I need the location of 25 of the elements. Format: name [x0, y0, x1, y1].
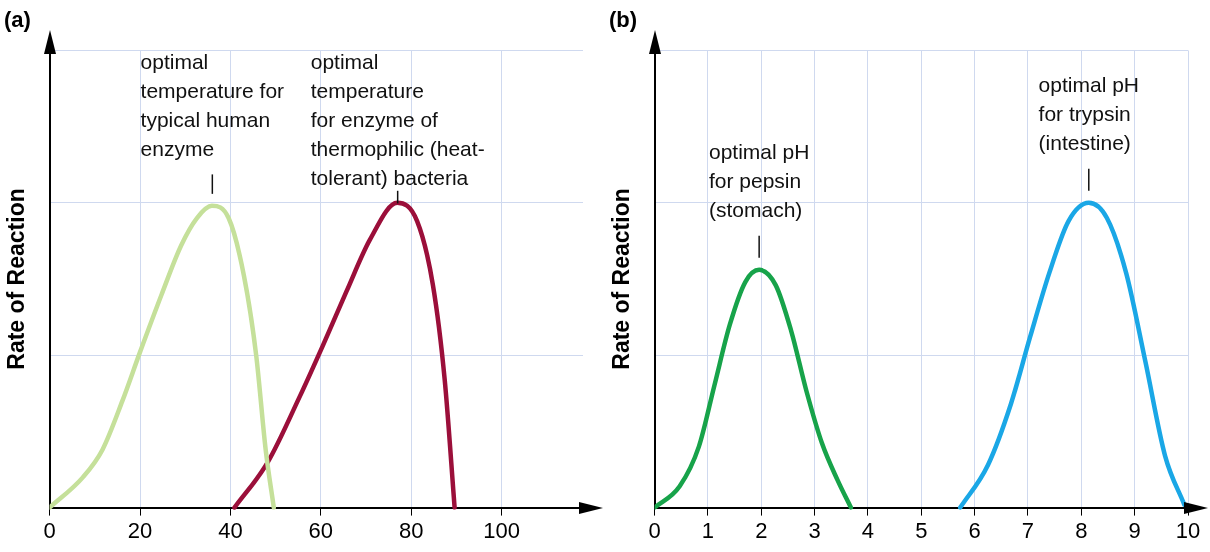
y-axis-title: Rate of Reaction	[3, 188, 30, 370]
x-tick-label: 20	[127, 517, 153, 543]
x-tick-label: 5	[915, 517, 928, 543]
x-tick-label: 9	[1128, 517, 1141, 543]
x-tick-label: 2	[755, 517, 768, 543]
x-tick-label: 60	[308, 517, 334, 543]
chart-title: (b)	[609, 7, 638, 33]
annotation: optimal temperature for typical human enzyme	[140, 49, 285, 160]
x-tick-label: 0	[43, 517, 56, 543]
x-tick-label: 100	[483, 517, 520, 543]
x-tick-label: 4	[861, 517, 875, 543]
x-tick-label: 3	[808, 517, 821, 543]
x-tick-label: 1	[701, 517, 715, 543]
chart-title: (a)	[4, 7, 31, 33]
annotation: optimal pH for pepsin (stomach)	[708, 140, 810, 222]
y-axis-title: Rate of Reaction	[608, 188, 635, 370]
x-tick-label: 6	[968, 517, 981, 543]
x-tick-label: 7	[1021, 517, 1035, 543]
annotation: optimal temperature for enzyme of thermophilic (heat- tolerant) bacteria	[310, 49, 485, 189]
x-tick-label: 80	[398, 517, 424, 543]
x-tick-label: 0	[648, 517, 661, 543]
x-tick-label: 10	[1175, 517, 1201, 543]
x-tick-label: 8	[1075, 517, 1088, 543]
annotation: optimal pH for trypsin (intestine)	[1038, 73, 1139, 155]
x-tick-label: 40	[218, 517, 243, 543]
